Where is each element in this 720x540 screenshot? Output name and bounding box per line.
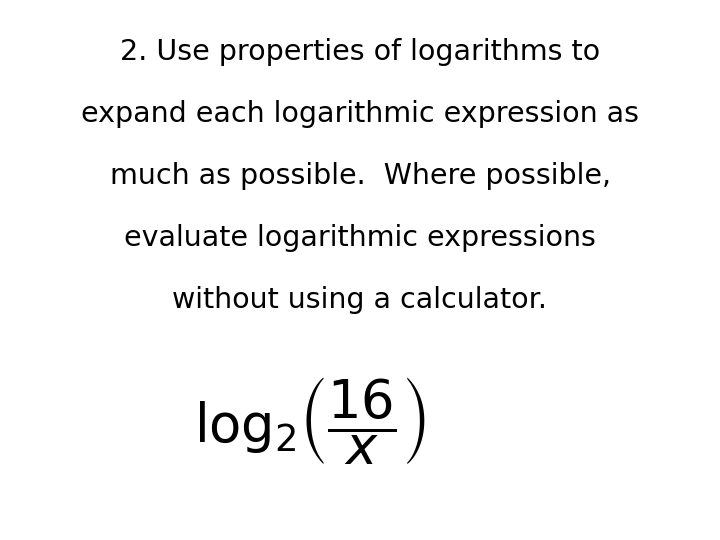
Text: 2. Use properties of logarithms to: 2. Use properties of logarithms to [120,38,600,66]
Text: without using a calculator.: without using a calculator. [173,286,547,314]
Text: $\log_{2}\!\left(\dfrac{16}{x}\right)$: $\log_{2}\!\left(\dfrac{16}{x}\right)$ [194,375,426,467]
Text: much as possible.  Where possible,: much as possible. Where possible, [109,162,611,190]
Text: expand each logarithmic expression as: expand each logarithmic expression as [81,100,639,128]
Text: evaluate logarithmic expressions: evaluate logarithmic expressions [124,224,596,252]
